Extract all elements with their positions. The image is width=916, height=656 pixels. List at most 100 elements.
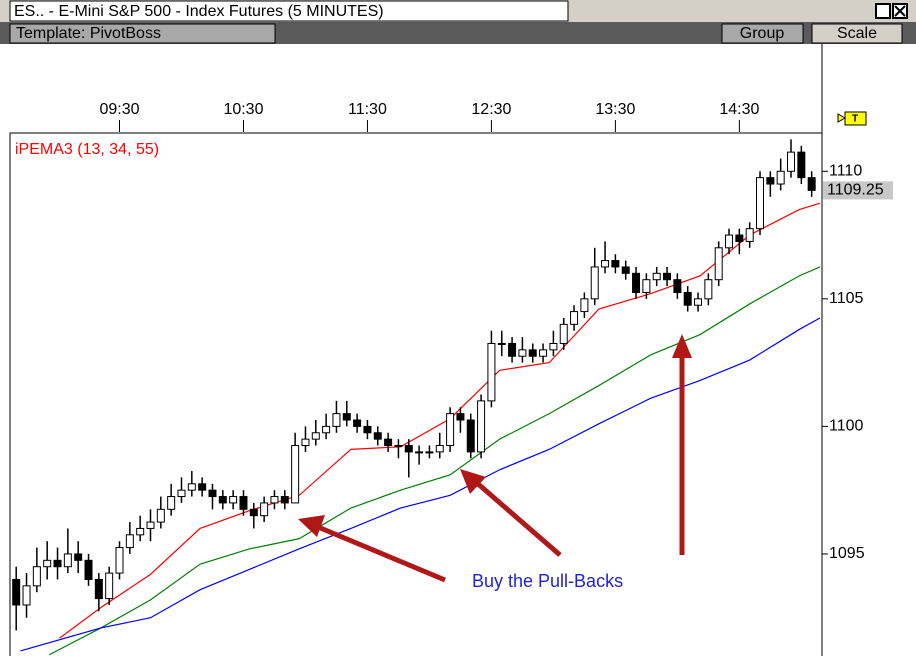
candle-body	[797, 151, 806, 179]
candle-body	[84, 559, 93, 580]
candle-body	[663, 272, 672, 281]
candle-body	[446, 413, 455, 447]
candle-body	[136, 527, 145, 536]
candle-body	[632, 272, 641, 293]
candle-body	[229, 496, 238, 504]
candle-body	[528, 349, 537, 357]
candle-body	[353, 419, 362, 427]
candle-body	[580, 298, 589, 313]
arrow	[317, 524, 446, 583]
arrow-head	[460, 469, 486, 494]
x-tick-label: 10:30	[223, 101, 263, 118]
candle-body	[167, 496, 176, 510]
candle-body	[590, 266, 599, 300]
candle-body	[22, 585, 31, 606]
y-tick-label: 1105	[829, 290, 864, 307]
candle-body	[322, 425, 331, 434]
x-tick-label: 12:30	[471, 101, 511, 118]
candle-body	[260, 502, 269, 517]
candle-body	[125, 534, 134, 549]
candle-body	[456, 413, 465, 421]
candle-body	[74, 553, 83, 561]
candle-body	[497, 342, 506, 345]
indicator-label: iPEMA3 (13, 34, 55)	[15, 141, 159, 158]
candle-body	[807, 177, 816, 191]
candle-body	[415, 451, 424, 454]
annotation: Buy the Pull-Backs	[472, 571, 623, 591]
candle-body	[291, 445, 300, 504]
candle-body	[611, 260, 620, 268]
ema-line	[48, 266, 821, 656]
candle-body	[373, 432, 382, 440]
scale-button[interactable]	[811, 23, 903, 44]
last-price-box	[823, 181, 893, 200]
candle-body	[725, 234, 734, 249]
candle-body	[694, 298, 703, 306]
last-price-label: 1109.25	[827, 182, 884, 199]
arrow-head	[672, 334, 692, 358]
candle-body	[477, 400, 486, 453]
candle-body	[156, 508, 165, 523]
arrow	[475, 481, 562, 557]
tag-label: T	[852, 114, 858, 125]
candle-body	[621, 266, 630, 274]
candle-body	[301, 438, 310, 447]
x-tick-label: 14:30	[719, 101, 759, 118]
candle-body	[43, 559, 52, 568]
candle-body	[270, 496, 279, 504]
candle-body	[363, 425, 372, 434]
candle-body	[394, 445, 403, 448]
candle-body	[146, 521, 155, 529]
candle-body	[559, 323, 568, 344]
group-button[interactable]	[721, 23, 804, 44]
candle-body	[249, 508, 258, 517]
candle-body	[652, 272, 661, 281]
candle-body	[487, 342, 496, 402]
candle-body	[187, 483, 196, 491]
candle-body	[115, 547, 124, 574]
group-label: Group	[740, 25, 785, 42]
candle-body	[53, 559, 62, 568]
candle-body	[198, 483, 207, 491]
candle-body	[642, 279, 651, 293]
candle-body	[466, 419, 475, 453]
candle-body	[435, 445, 444, 453]
candle-body	[280, 496, 289, 504]
restore-button[interactable]	[875, 3, 891, 19]
x-tick-label: 11:30	[348, 101, 387, 118]
candle-body	[776, 170, 785, 185]
candle-body	[12, 578, 21, 606]
x-tick-label: 13:30	[595, 101, 635, 118]
candle-body	[32, 566, 41, 587]
candle-body	[518, 349, 527, 357]
candle-body	[714, 247, 723, 281]
y-tick-label: 1110	[829, 162, 862, 179]
y-tick-label: 1095	[829, 545, 865, 562]
candle-body	[218, 496, 227, 504]
candle-body	[704, 279, 713, 300]
arrows	[298, 334, 692, 583]
candle-body	[766, 177, 775, 185]
arrow-head	[298, 515, 325, 537]
candle-body	[539, 349, 548, 357]
plot-area	[9, 132, 823, 656]
candle-body	[94, 578, 103, 600]
ema-line	[20, 317, 821, 652]
candle-body	[208, 489, 217, 498]
candle-body	[332, 413, 341, 427]
candle-body	[601, 260, 610, 268]
candle-body	[311, 432, 320, 440]
candle-body	[384, 438, 393, 447]
candle-body	[673, 279, 682, 293]
candle-body	[342, 413, 351, 421]
candle-body	[549, 342, 558, 351]
candle-body	[787, 151, 796, 172]
candle-body	[756, 177, 765, 230]
tag-icon	[837, 111, 867, 126]
candle-body	[425, 451, 434, 454]
y-tick-label: 1100	[829, 418, 864, 435]
x-tick-label: 09:30	[99, 101, 139, 118]
template-button[interactable]	[9, 23, 276, 44]
candle-body	[177, 489, 186, 498]
candle-body	[745, 228, 754, 242]
